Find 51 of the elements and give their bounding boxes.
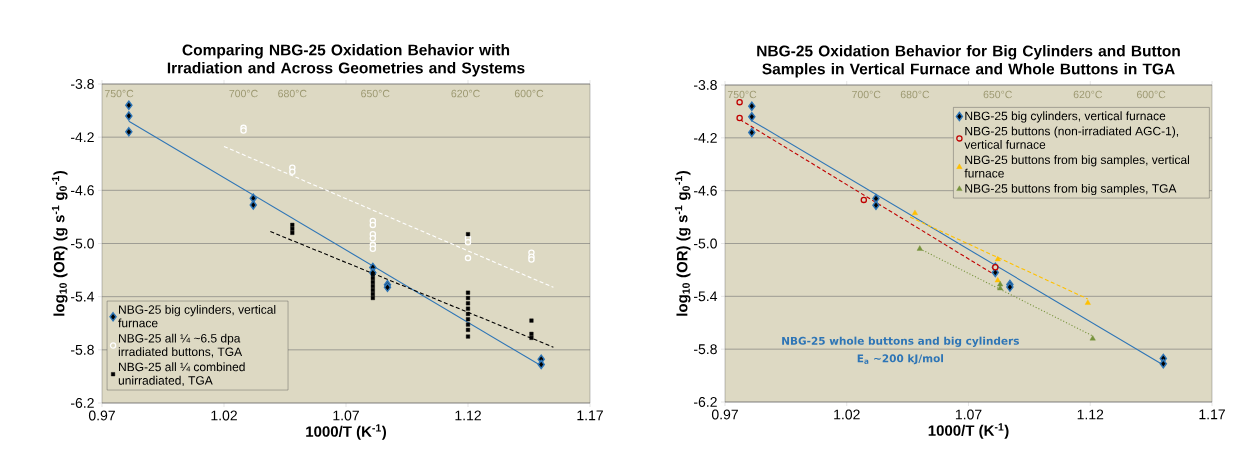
- y-tick-label: -5.4: [693, 291, 718, 302]
- y-tick-label: -6.2: [693, 397, 717, 407]
- annotation: 700°C: [852, 90, 881, 99]
- x-tick-label: 0.97: [711, 409, 738, 420]
- x-tick-label: 1.12: [1077, 409, 1104, 420]
- legend-label: NBG-25 buttons (non-irradiated AGC-1), vertical furnace: [964, 126, 1179, 149]
- annotation: 650°C: [983, 90, 1012, 99]
- x-tick-label: 1.07: [955, 409, 982, 420]
- legend-label: NBG-25 buttons from big samples, vertical furnace: [964, 155, 1189, 178]
- annotation: 620°C: [1073, 90, 1103, 99]
- x-tick-label: 1.07: [333, 410, 359, 421]
- annotation: 620°C: [451, 89, 480, 98]
- x-tick-label: 1.17: [1199, 409, 1225, 420]
- annotation: 680°C: [278, 89, 307, 98]
- annotation: 750°C: [727, 90, 757, 99]
- annotation: 650°C: [361, 89, 390, 98]
- y-tick-label: -6.2: [70, 398, 94, 408]
- legend-label: NBG-25 buttons from big samples, TGA: [965, 183, 1177, 196]
- y-tick-label: -3.8: [693, 80, 717, 90]
- y-tick-label: -4.2: [70, 132, 94, 143]
- x-tick-label: 1.02: [211, 410, 237, 421]
- x-axis-title: 1000/T (K$^{-1}$): [306, 424, 387, 440]
- chart-title: NBG-25 Oxidation Behavior for Big Cylinders and Button Samples in Vertical Furnace and Whole Buttons in TGA: [757, 45, 1180, 78]
- x-tick-label: 1.17: [577, 410, 603, 421]
- annotation: 680°C: [900, 90, 930, 99]
- annotation: 700°C: [229, 89, 258, 98]
- y-axis-title: log$_{10}$ (OR) (g s$^{-1}$ g$_{0}$$^{-1}$): [674, 171, 691, 316]
- annotation: 600°C: [1137, 90, 1166, 99]
- y-tick-label: -5.0: [693, 238, 717, 249]
- y-tick-label: -3.8: [70, 79, 94, 89]
- y-tick-label: -4.6: [70, 185, 94, 196]
- x-tick-label: 1.12: [455, 410, 481, 421]
- annotation: E$_{a}$ ~200 kJ/mol: [857, 354, 944, 365]
- legend-label: NBG-25 big cylinders, vertical furnace: [965, 111, 1166, 123]
- y-tick-label: -5.0: [70, 238, 94, 249]
- y-tick-label: -5.8: [70, 344, 94, 355]
- y-axis-title: log$_{10}$ (OR) (g s$^{-1}$ g$_{0}$$^{-1}$): [51, 171, 68, 316]
- x-tick-label: 1.02: [834, 409, 860, 420]
- y-tick-label: -5.8: [693, 344, 717, 355]
- y-tick-label: -4.2: [693, 132, 717, 143]
- legend-label: NBG-25 all ¼ ~6.5 dpa irradiated buttons, TGA: [118, 333, 243, 358]
- annotation: NBG-25 whole buttons and big cylinders: [782, 336, 1019, 347]
- annotation: 600°C: [514, 89, 544, 98]
- y-tick-label: -4.6: [693, 185, 717, 196]
- chart-title: Comparing NBG-25 Oxidation Behavior with Irradiation and Across Geometries and Systems: [167, 44, 525, 77]
- x-axis-title: 1000/T (K$^{-1}$): [928, 423, 1009, 439]
- annotation: 750°C: [104, 89, 134, 98]
- legend-label: NBG-25 big cylinders, vertical furnace: [118, 305, 276, 328]
- y-tick-label: -5.4: [70, 291, 95, 302]
- legend-label: NBG-25 all ¼ combined unirradiated, TGA: [118, 362, 245, 387]
- x-tick-label: 0.97: [88, 410, 115, 421]
